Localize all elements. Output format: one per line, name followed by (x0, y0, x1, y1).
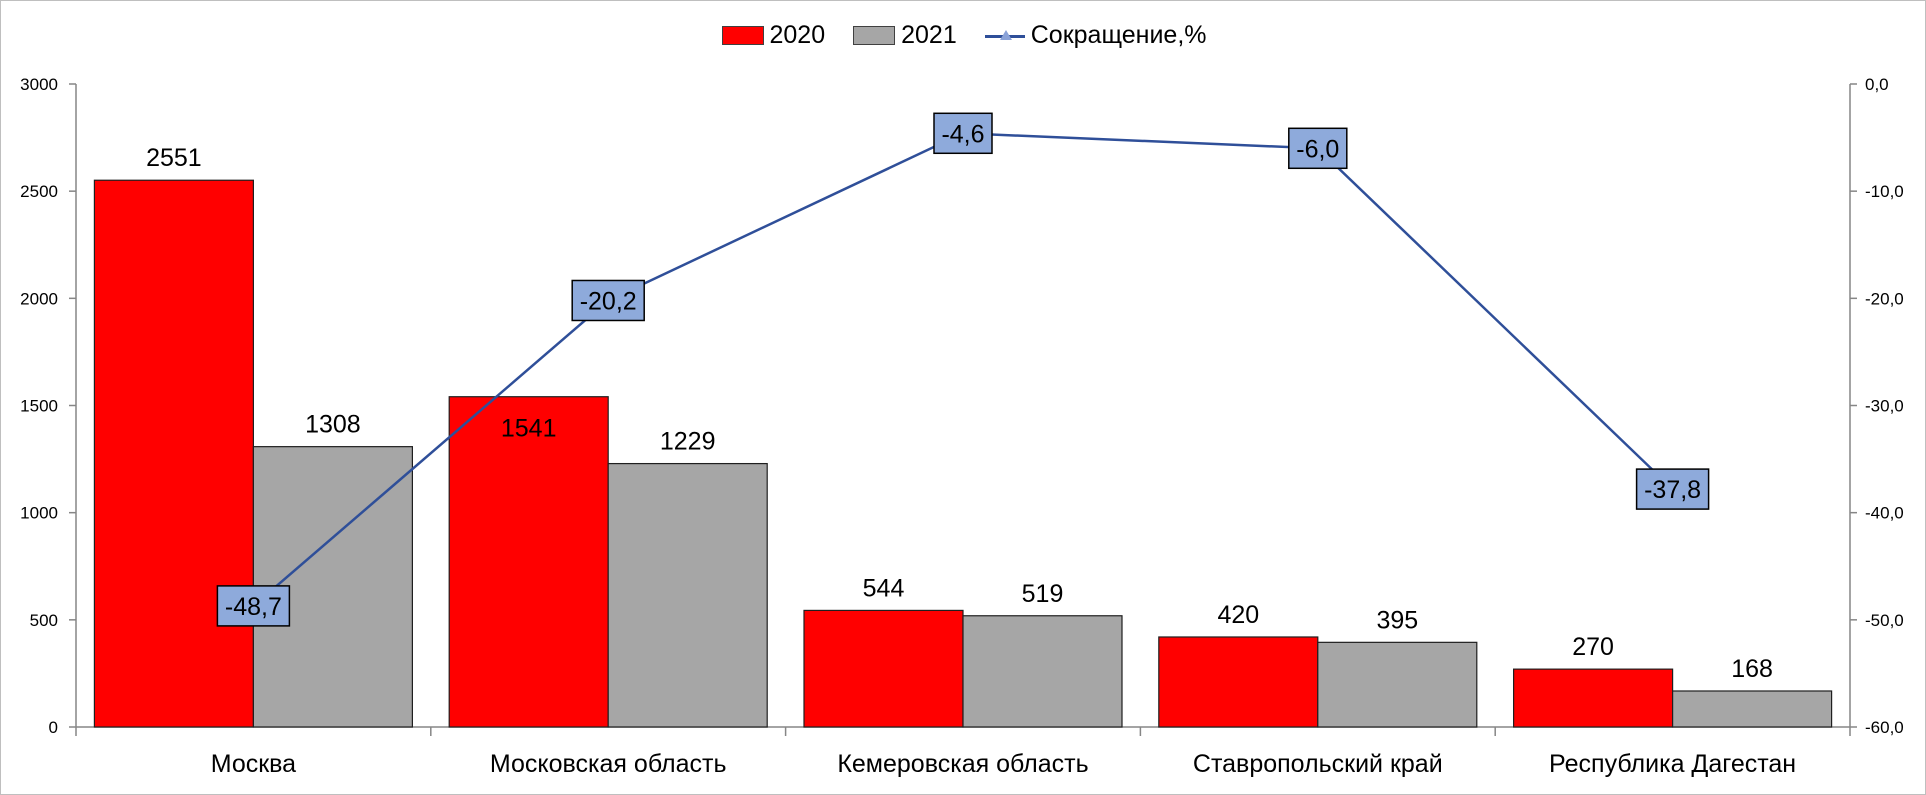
right-tick-label: -50,0 (1865, 611, 1904, 630)
right-tick-label: -10,0 (1865, 182, 1904, 201)
left-tick-label: 1500 (20, 397, 58, 416)
legend-item-2020: 2020 (721, 21, 826, 50)
x-category-label: Кемеровская область (837, 750, 1088, 778)
left-tick-label: 500 (30, 611, 58, 630)
bar-2020 (448, 396, 609, 728)
bar-value-label: 544 (863, 574, 905, 602)
legend-label-2020: 2020 (769, 21, 826, 49)
right-tick-label: -60,0 (1865, 718, 1904, 737)
right-tick-label: -20,0 (1865, 289, 1904, 308)
legend-item-2021: 2021 (853, 21, 957, 50)
bar-2020 (93, 179, 255, 728)
line-point-label-box (216, 585, 291, 627)
left-tick-label: 3000 (20, 75, 58, 94)
left-tick-label: 2000 (20, 289, 58, 308)
legend-label-2021: 2021 (901, 21, 957, 49)
line-point-label-box (571, 279, 645, 322)
bar-2021 (607, 462, 768, 728)
right-tick-label: 0,0 (1865, 75, 1889, 94)
line-point-label: -20,2 (580, 287, 637, 315)
bar-value-label: 420 (1217, 601, 1259, 629)
x-category-label: Республика Дагестан (1549, 750, 1796, 778)
bar-2021 (1317, 641, 1478, 728)
bar-value-label: 168 (1731, 655, 1773, 683)
left-tick-label: 2500 (20, 182, 58, 201)
legend-swatch-reduction (984, 27, 1025, 44)
line-point-label-box (1635, 468, 1710, 510)
legend-label-reduction: Сокращение,% (1030, 21, 1207, 49)
line-point-label: -48,7 (225, 593, 282, 621)
bar-value-label: 1308 (305, 411, 361, 439)
x-category-label: Москва (211, 750, 296, 778)
right-tick-label: -40,0 (1865, 504, 1904, 523)
left-tick-label: 1000 (20, 504, 58, 523)
x-category-label: Ставропольский край (1193, 750, 1443, 778)
bar-value-label: 270 (1572, 633, 1614, 661)
bar-2020 (1158, 636, 1319, 728)
legend: 2020 2021 Сокращение,% (1, 21, 1926, 50)
legend-swatch-2021 (853, 26, 896, 45)
bar-value-label: 1229 (660, 428, 716, 456)
bar-value-label: 1541 (501, 415, 557, 443)
bar-value-label: 519 (1022, 580, 1064, 608)
legend-item-reduction: Сокращение,% (984, 21, 1207, 50)
bar-2021 (1671, 690, 1833, 728)
right-tick-label: -30,0 (1865, 397, 1904, 416)
bar-2020 (1512, 668, 1674, 728)
bar-2020 (803, 609, 964, 728)
line-point-label-box (1288, 127, 1348, 170)
legend-swatch-2020 (721, 26, 764, 45)
x-category-label: Московская область (490, 750, 727, 778)
line-point-label: -6,0 (1296, 135, 1339, 163)
line-point-label: -4,6 (941, 120, 984, 148)
bar-value-label: 2551 (146, 144, 202, 172)
left-tick-label: 0 (49, 718, 58, 737)
bar-value-label: 395 (1376, 606, 1418, 634)
line-point-label: -37,8 (1644, 476, 1701, 504)
bar-2021 (962, 615, 1123, 728)
line-point-label-box (933, 112, 993, 155)
